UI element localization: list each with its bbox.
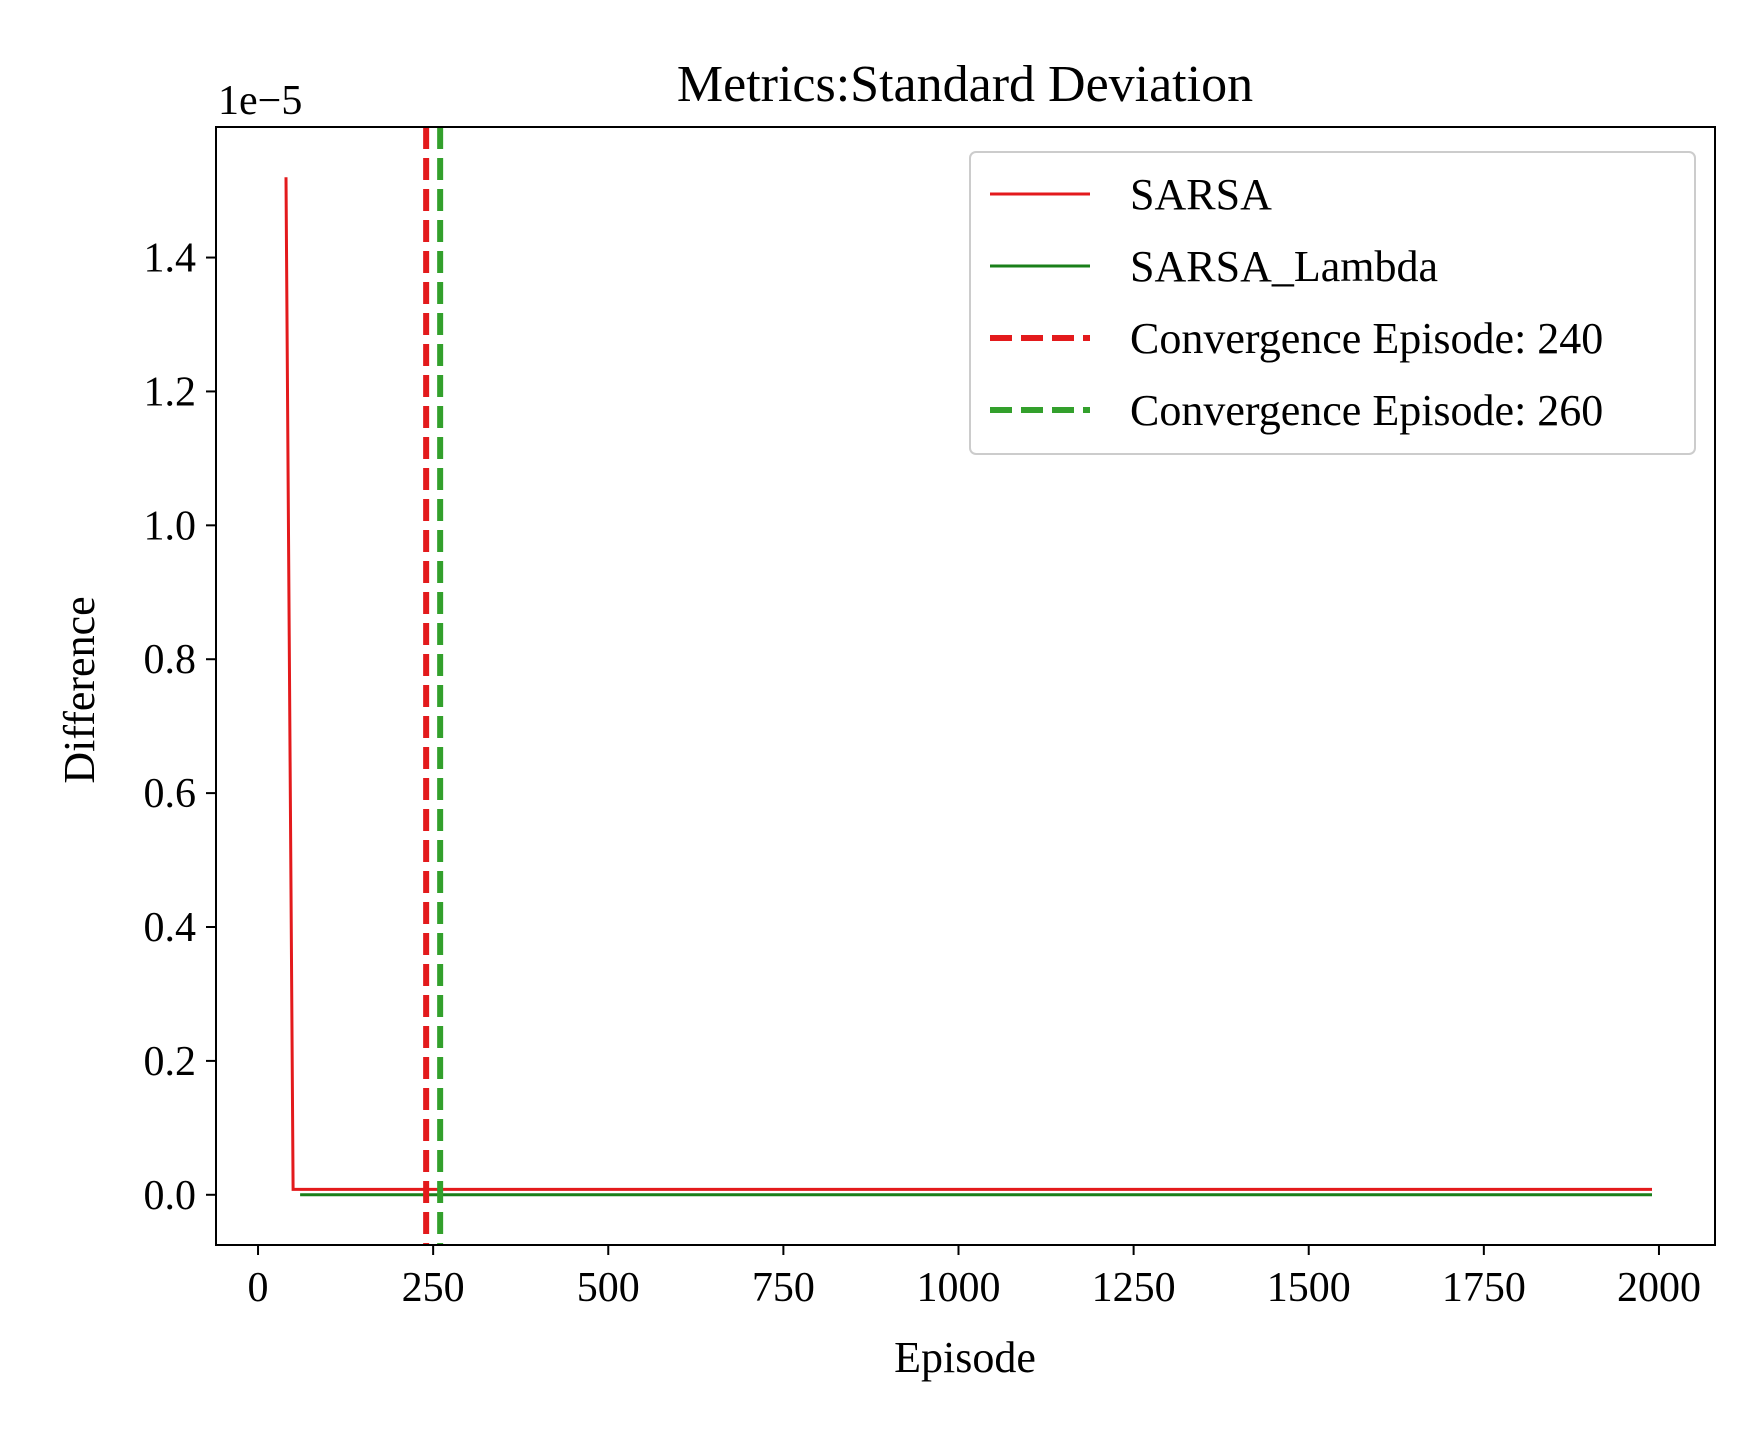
x-tick-label: 500 (577, 1265, 640, 1311)
y-axis-label: Difference (55, 596, 104, 783)
legend: SARSA SARSA_Lambda Convergence Episode: 24… (969, 151, 1696, 455)
y-tick-label: 1.4 (144, 236, 197, 282)
x-axis-label: Episode (894, 1333, 1036, 1382)
x-tick-label: 1250 (1092, 1265, 1176, 1311)
legend-label: Convergence Episode: 240 (1130, 314, 1603, 363)
series-line-sarsa (284, 177, 1652, 1191)
legend-label: SARSA_Lambda (1130, 242, 1438, 291)
y-offset-label: 1e−5 (218, 78, 302, 124)
x-axis: 0 250 500 750 1000 1250 1500 1750 2000 (248, 1245, 1701, 1311)
plot-frame (215, 126, 1716, 1246)
x-tick-label: 2000 (1617, 1265, 1701, 1311)
x-tick-label: 1000 (916, 1265, 1000, 1311)
x-tick-label: 0 (248, 1265, 269, 1311)
x-tick-label: 1750 (1442, 1265, 1526, 1311)
y-tick-label: 0.8 (144, 637, 197, 683)
plot-content (284, 127, 1652, 1245)
legend-label: SARSA (1130, 170, 1272, 219)
x-tick-label: 1500 (1267, 1265, 1351, 1311)
y-axis: 0.0 0.2 0.4 0.6 0.8 1.0 1.2 1.4 (144, 236, 216, 1219)
y-tick-label: 0.0 (144, 1173, 197, 1219)
x-tick-label: 250 (402, 1265, 465, 1311)
y-tick-label: 0.6 (144, 771, 197, 817)
chart-title: Metrics:Standard Deviation (677, 56, 1253, 113)
x-tick-label: 750 (752, 1265, 815, 1311)
y-tick-label: 0.2 (144, 1039, 197, 1085)
y-tick-label: 0.4 (144, 905, 197, 951)
y-tick-label: 1.0 (144, 503, 197, 549)
y-tick-label: 1.2 (144, 369, 197, 415)
legend-label: Convergence Episode: 260 (1130, 386, 1603, 435)
legend-box (969, 151, 1696, 455)
plot-area (215, 126, 1716, 1246)
